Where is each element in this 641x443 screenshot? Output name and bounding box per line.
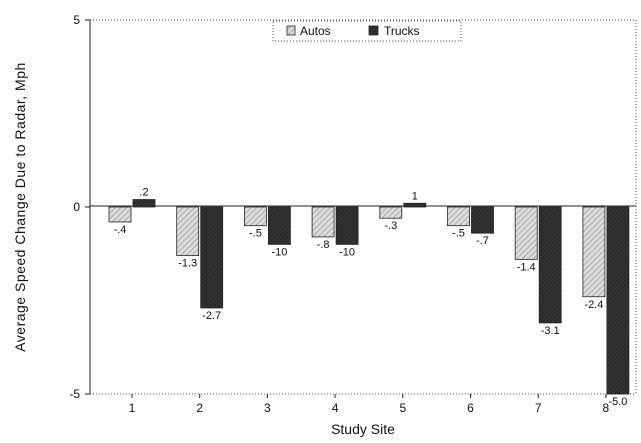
- data-label-autos: -.5: [452, 228, 465, 240]
- y-tick-label: -5: [69, 387, 80, 401]
- x-axis-ticks: 1 2 3 4 5 6 7 8: [129, 394, 610, 415]
- legend: Autos Trucks: [272, 20, 462, 42]
- x-tick-label: 4: [332, 401, 339, 415]
- data-label-autos: -.3: [384, 220, 397, 232]
- data-label-trucks: -3.1: [541, 325, 560, 337]
- bar-trucks: [200, 206, 224, 309]
- data-label-autos: -1.4: [517, 261, 536, 273]
- bar-autos: [582, 206, 606, 298]
- x-tick-label: 6: [467, 401, 474, 415]
- legend-box: [272, 20, 462, 42]
- y-tick-label: 0: [73, 200, 80, 214]
- bar-trucks: [606, 206, 630, 395]
- data-label-trucks: 1: [412, 190, 418, 202]
- bar-autos: [514, 206, 538, 260]
- bar-autos: [243, 206, 267, 227]
- bar-autos: [176, 206, 200, 257]
- bar-trucks: [471, 206, 494, 234]
- data-label-trucks: -10: [271, 246, 287, 258]
- x-tick-label: 1: [129, 401, 136, 415]
- data-label-autos: -.4: [114, 224, 127, 236]
- bar-trucks: [335, 206, 359, 245]
- data-labels-group: -.4 -1.3 -.5 -.8 -.3 -.5 -1.4 -2.4 .2 -2.7 -10 -10 1…: [114, 187, 628, 408]
- data-label-trucks: .2: [139, 187, 148, 199]
- bar-autos: [311, 206, 335, 238]
- bar-trucks: [403, 202, 427, 208]
- legend-label-trucks: Trucks: [384, 24, 420, 38]
- data-label-autos: -1.3: [178, 258, 197, 270]
- legend-label-autos: Autos: [300, 24, 331, 38]
- x-axis-title: Study Site: [331, 421, 395, 437]
- data-label-autos: -2.4: [584, 299, 603, 311]
- bar-autos: [379, 206, 403, 219]
- bars-group: [108, 199, 630, 395]
- y-axis-ticks: 5 0 -5: [69, 13, 90, 401]
- bar-autos: [447, 206, 470, 227]
- bar-trucks: [538, 206, 562, 324]
- legend-swatch-autos: [286, 25, 296, 36]
- legend-swatch-trucks: [368, 25, 379, 36]
- data-label-trucks: -5.0: [608, 396, 627, 408]
- data-label-trucks: -10: [339, 246, 355, 258]
- x-tick-label: 7: [535, 401, 542, 415]
- y-tick-label: 5: [73, 13, 80, 27]
- x-tick-label: 8: [603, 401, 610, 415]
- data-label-trucks: -.7: [476, 235, 489, 247]
- y-axis-title: Average Speed Change Due to Radar, Mph: [12, 62, 28, 352]
- bar-trucks: [267, 206, 291, 245]
- x-tick-label: 3: [264, 401, 271, 415]
- data-label-autos: -.5: [249, 228, 262, 240]
- bar-trucks: [132, 199, 156, 208]
- data-label-autos: -.8: [317, 239, 330, 251]
- x-tick-label: 5: [399, 401, 406, 415]
- bar-autos: [108, 206, 132, 223]
- data-label-trucks: -2.7: [202, 310, 221, 322]
- x-tick-label: 2: [196, 401, 203, 415]
